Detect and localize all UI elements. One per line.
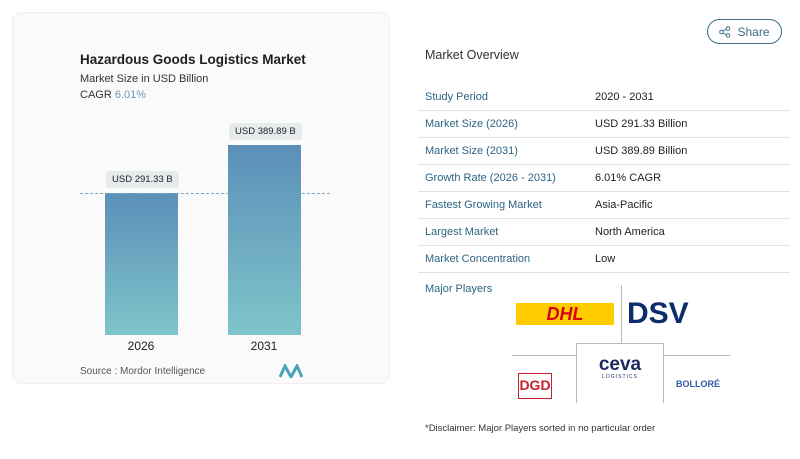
overview-row: Market Size (2026) USD 291.33 Billion	[418, 111, 790, 138]
row-label: Study Period	[425, 91, 488, 103]
dgd-logo: DGD	[518, 373, 552, 399]
share-label: Share	[737, 24, 770, 39]
major-players-title: Major Players	[425, 283, 493, 295]
row-label: Growth Rate (2026 - 2031)	[425, 172, 556, 184]
row-label: Market Size (2031)	[425, 145, 518, 157]
row-value: USD 389.89 Billion	[595, 145, 688, 157]
chart-card	[12, 12, 390, 384]
bar-2031	[228, 145, 301, 335]
disclaimer: *Disclaimer: Major Players sorted in no …	[425, 423, 656, 434]
mordor-logo-icon	[279, 364, 303, 378]
cagr-label: CAGR	[80, 89, 112, 101]
bar-2026	[105, 193, 178, 335]
dhl-logo: DHL	[516, 303, 614, 325]
row-label: Fastest Growing Market	[425, 199, 542, 211]
row-value: 2020 - 2031	[595, 91, 654, 103]
dsv-logo: DSV	[627, 297, 689, 330]
share-icon	[719, 25, 731, 38]
data-label: USD 291.33 B	[106, 171, 179, 189]
ceva-logo: ceva LOGISTICS	[576, 343, 664, 403]
row-label: Market Concentration	[425, 253, 531, 265]
row-value: North America	[595, 226, 665, 238]
share-button[interactable]: Share	[707, 19, 782, 44]
overview-row: Largest Market North America	[418, 219, 790, 246]
overview-title: Market Overview	[425, 48, 519, 62]
cagr: CAGR 6.01%	[80, 89, 146, 101]
reference-line	[80, 193, 330, 194]
overview-row: Fastest Growing Market Asia-Pacific	[418, 192, 790, 219]
row-value: Low	[595, 253, 616, 265]
row-value: USD 291.33 Billion	[595, 118, 688, 130]
divider	[621, 285, 622, 353]
row-value: 6.01% CAGR	[595, 172, 662, 184]
cagr-value: 6.01%	[114, 89, 147, 101]
overview-row: Growth Rate (2026 - 2031) 6.01% CAGR	[418, 165, 790, 192]
bollore-logo: BOLLORÉ	[676, 379, 720, 389]
data-label: USD 389.89 B	[229, 123, 302, 140]
row-label: Largest Market	[425, 226, 499, 238]
x-tick-label: 2026	[127, 339, 155, 353]
source: Source : Mordor Intelligence	[80, 366, 206, 377]
chart-subtitle: Market Size in USD Billion	[80, 73, 209, 85]
row-value: Asia-Pacific	[595, 199, 653, 211]
row-label: Market Size (2026)	[425, 118, 518, 130]
overview-row: Study Period 2020 - 2031	[418, 84, 790, 111]
chart-title: Hazardous Goods Logistics Market	[80, 52, 306, 67]
x-tick-label: 2031	[250, 339, 278, 353]
overview-row: Market Concentration Low	[418, 246, 790, 273]
overview-row: Market Size (2031) USD 389.89 Billion	[418, 138, 790, 165]
